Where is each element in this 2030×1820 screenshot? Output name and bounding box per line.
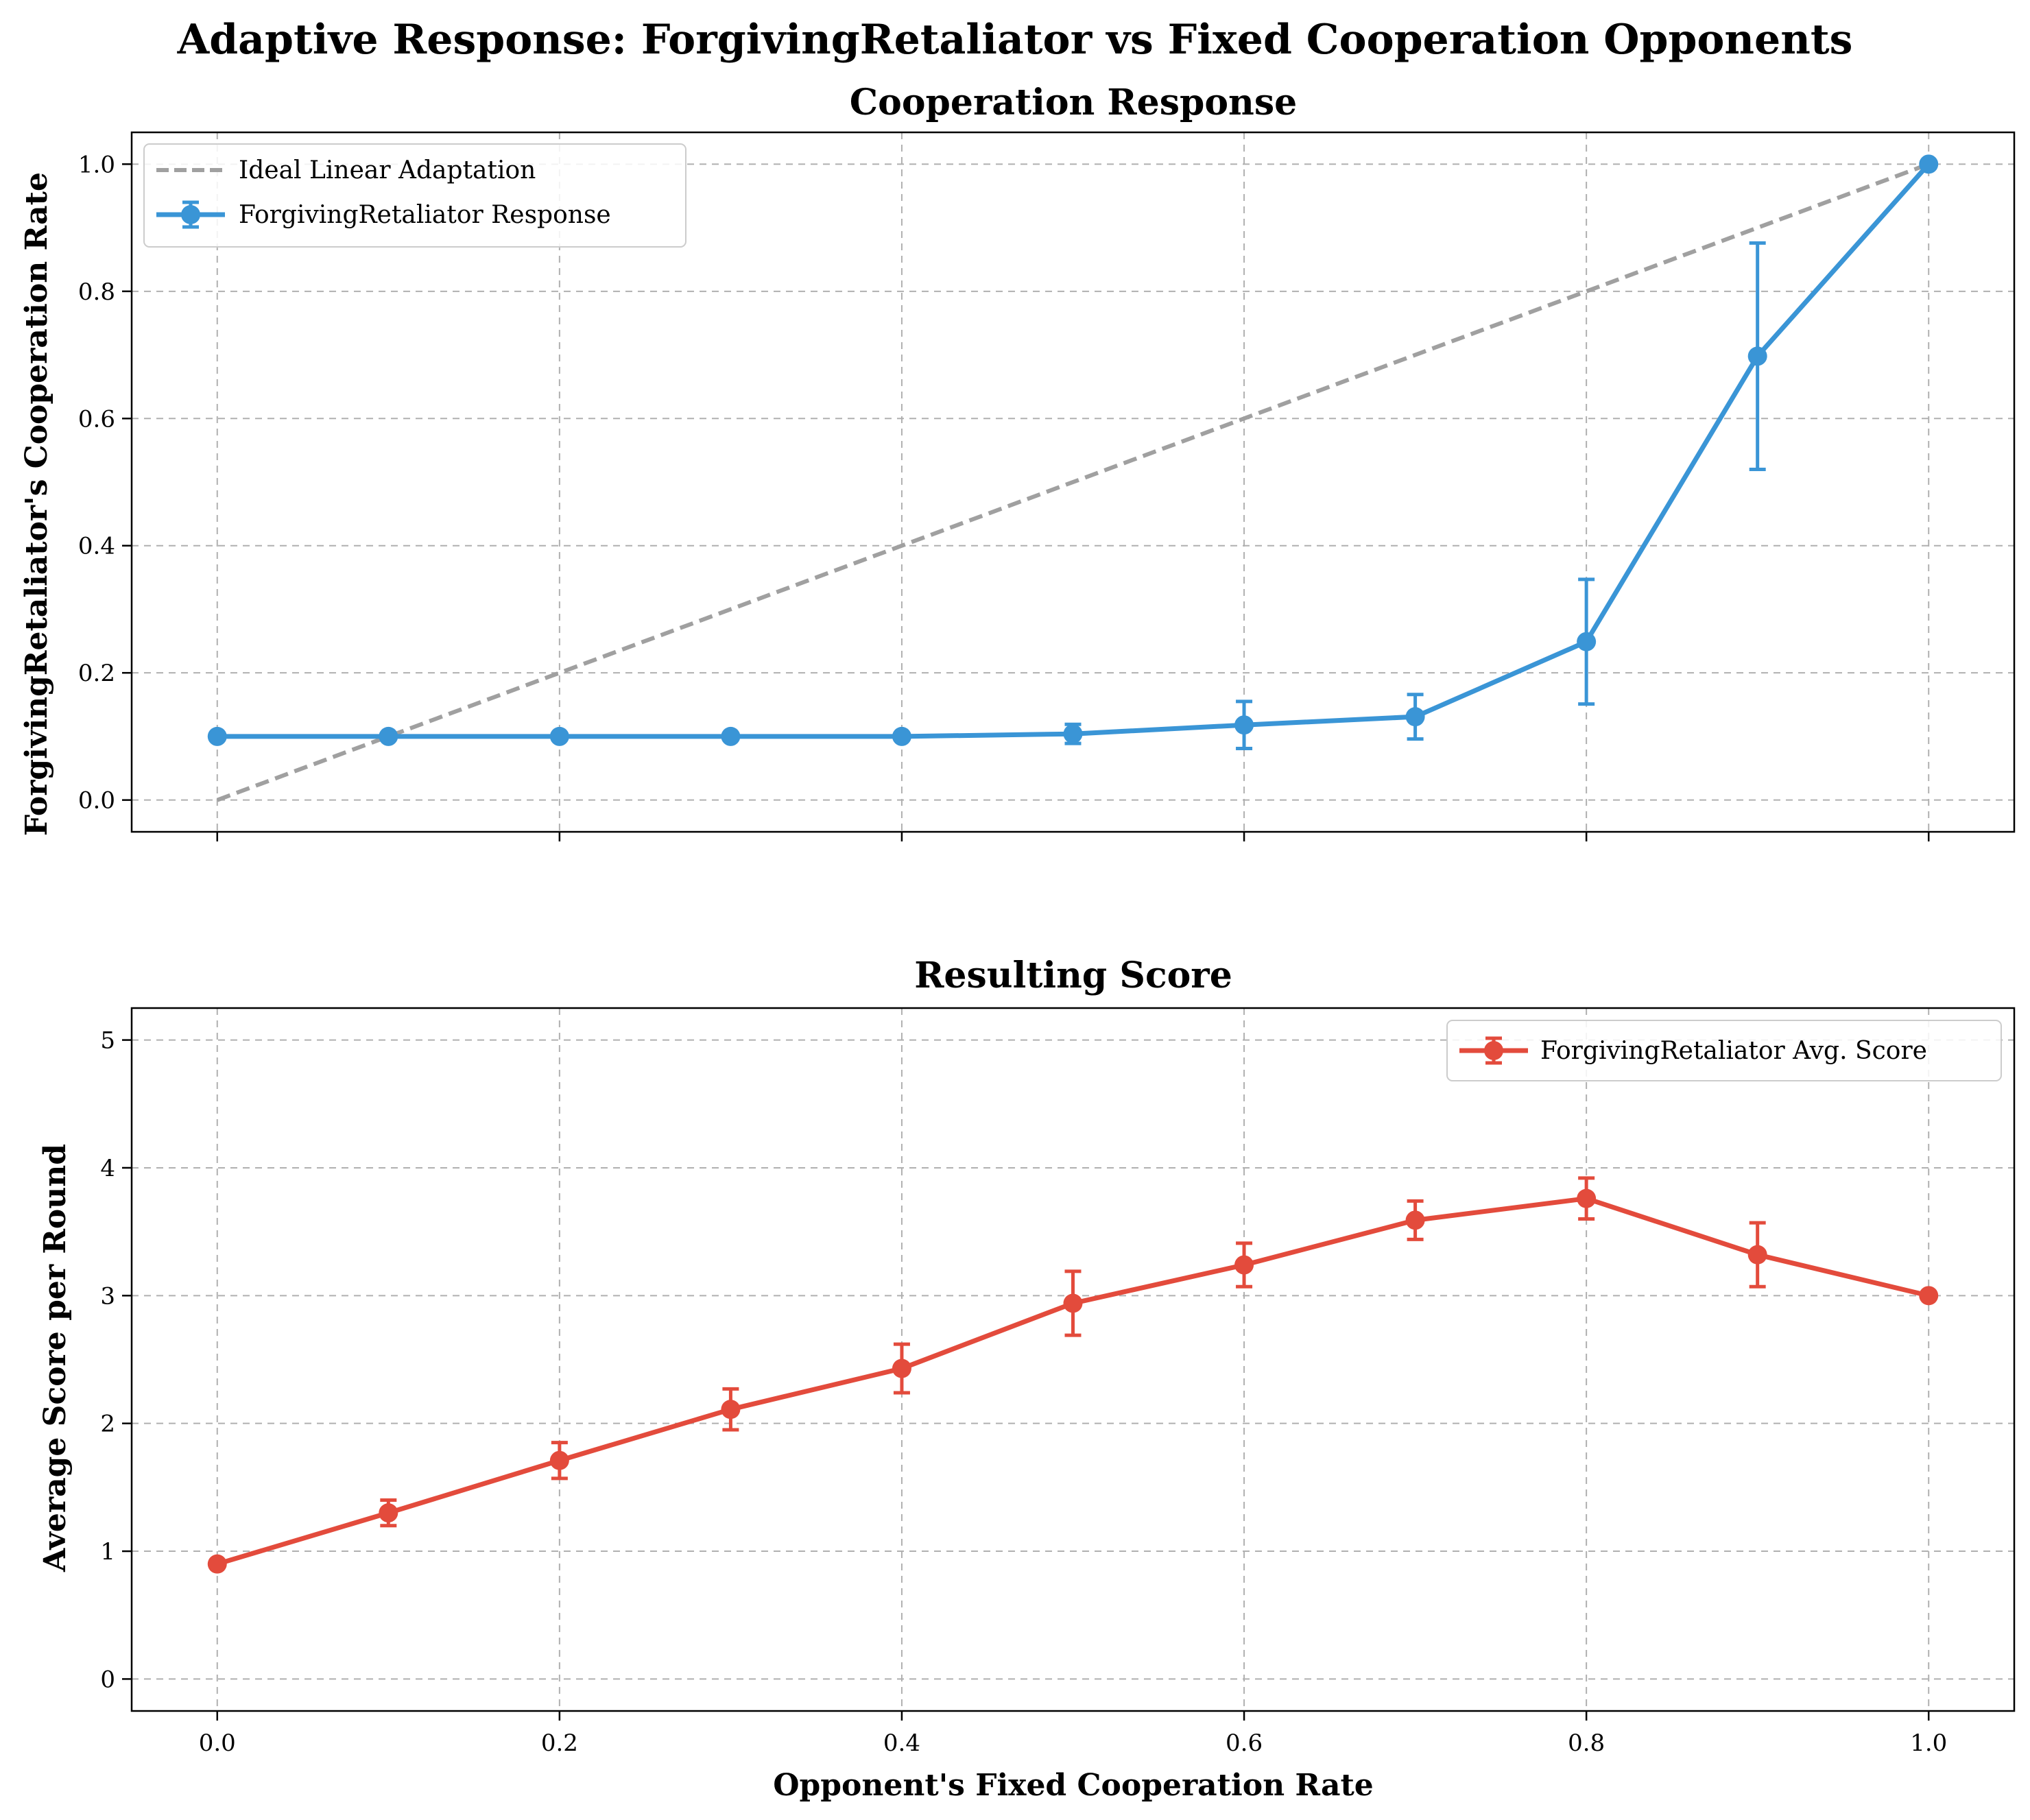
chart-cooperation-response: Cooperation Response ForgivingRetaliator… — [19, 82, 2016, 841]
x-tick-label: 0.0 — [199, 1729, 236, 1757]
x-axis-label: Opponent's Fixed Cooperation Rate — [773, 1768, 1374, 1803]
y-tick-label: 0.4 — [78, 533, 115, 560]
data-point — [1063, 1293, 1083, 1313]
data-point — [1577, 632, 1597, 651]
chart-title: Resulting Score — [914, 955, 1232, 996]
data-point — [1234, 1255, 1254, 1275]
data-point — [207, 726, 227, 746]
axis-ticks: 0.0 0.2 0.4 0.6 0.8 1.0 — [78, 151, 1930, 841]
data-point — [892, 726, 911, 746]
data-point — [1919, 154, 1939, 174]
series-layer — [207, 154, 1939, 802]
data-point — [1747, 1245, 1767, 1265]
data-point — [1234, 715, 1254, 735]
legend: Ideal Linear Adaptation ForgivingRetalia… — [143, 143, 686, 248]
legend-label-response: ForgivingRetaliator Response — [239, 201, 611, 229]
figure-suptitle: Adaptive Response: ForgivingRetaliator v… — [177, 16, 1853, 64]
legend-swatch-response-marker — [181, 205, 200, 224]
y-tick-label: 2 — [100, 1411, 115, 1438]
legend: ForgivingRetaliator Avg. Score — [1446, 1020, 2002, 1081]
y-tick-label: 0.8 — [78, 278, 115, 306]
data-point — [892, 1358, 911, 1378]
y-tick-label: 1.0 — [78, 151, 115, 178]
data-point — [379, 726, 398, 746]
legend-label-score: ForgivingRetaliator Avg. Score — [1540, 1037, 1927, 1065]
y-tick-label: 5 — [100, 1027, 115, 1055]
axes-frame — [130, 1007, 2016, 1712]
y-axis-label: Average Score per Round — [38, 1144, 73, 1572]
data-point — [1747, 346, 1767, 366]
legend-box — [143, 143, 686, 248]
axes-frame — [130, 131, 2016, 833]
y-tick-label: 0 — [100, 1666, 115, 1693]
x-tick-label: 0.2 — [541, 1729, 578, 1757]
data-point — [1919, 1286, 1939, 1306]
data-point — [1405, 1210, 1425, 1230]
data-point — [721, 1400, 741, 1420]
x-tick-label: 0.4 — [883, 1729, 920, 1757]
data-point — [721, 726, 741, 746]
series-layer — [207, 1176, 1939, 1574]
x-tick-label: 0.8 — [1568, 1729, 1605, 1757]
chart-title: Cooperation Response — [850, 82, 1297, 123]
series-line — [217, 163, 1931, 739]
data-point — [207, 1554, 227, 1574]
y-axis-label: ForgivingRetaliator's Cooperation Rate — [19, 172, 54, 836]
data-point — [549, 726, 569, 746]
gridlines — [132, 1008, 2014, 1711]
legend-box — [1446, 1020, 2002, 1081]
series-line-ideal — [216, 162, 1930, 802]
y-tick-label: 1 — [100, 1538, 115, 1566]
y-tick-label: 3 — [100, 1282, 115, 1310]
y-tick-label: 0.2 — [78, 660, 115, 687]
x-tick-label: 0.6 — [1226, 1729, 1263, 1757]
data-point — [1577, 1188, 1597, 1208]
data-point — [1063, 724, 1083, 744]
series-line — [216, 1196, 1930, 1567]
legend-label-ideal: Ideal Linear Adaptation — [239, 156, 536, 184]
data-point — [379, 1503, 398, 1523]
y-tick-label: 0.0 — [78, 787, 115, 815]
y-tick-label: 4 — [100, 1155, 115, 1182]
axis-ticks: 0.0 0.2 0.4 0.6 0.8 1.0 0 1 2 3 4 5 — [100, 1027, 1947, 1757]
data-point — [549, 1450, 569, 1470]
x-tick-label: 1.0 — [1910, 1729, 1947, 1757]
data-point — [1405, 707, 1425, 727]
legend-swatch-score-marker — [1484, 1041, 1503, 1060]
y-tick-label: 0.6 — [78, 405, 115, 433]
chart-resulting-score: Resulting Score Average Score per Round … — [38, 955, 2016, 1803]
